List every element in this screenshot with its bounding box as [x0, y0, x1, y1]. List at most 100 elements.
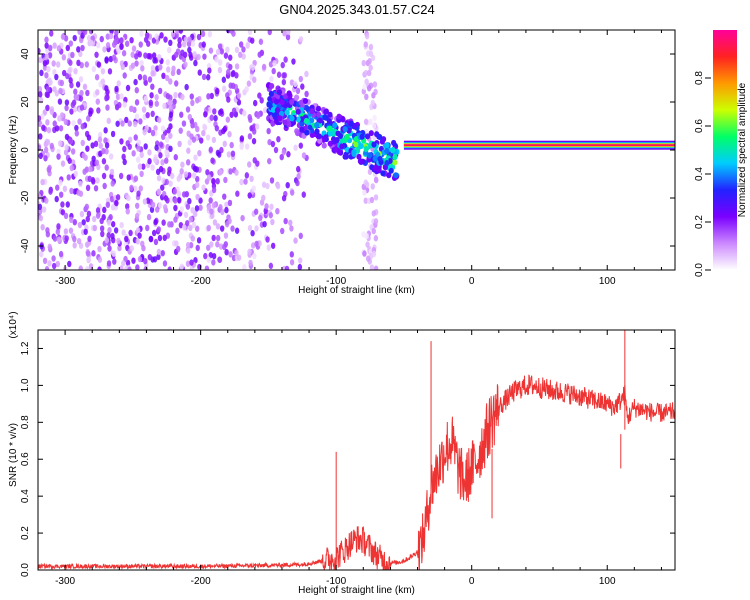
spectrogram-cell — [258, 38, 264, 45]
spectrogram-cell — [176, 245, 181, 253]
spectrogram-cell — [139, 170, 144, 178]
spectrogram-cell — [60, 209, 66, 216]
spectrogram-cell — [230, 70, 235, 78]
spectrogram-cell — [234, 249, 239, 257]
spectrogram-cell — [154, 144, 159, 151]
spectrogram-cell — [275, 182, 281, 190]
spectrogram-cell — [390, 146, 396, 153]
spectrogram-cell — [215, 177, 220, 185]
spectrogram-cell — [275, 207, 280, 215]
spectrogram-cell — [181, 120, 187, 127]
spectrogram-cell — [250, 242, 256, 249]
spectrogram-cell — [152, 57, 157, 64]
spectrogram-ytick-label: 20 — [20, 96, 31, 108]
spectrogram-cell — [74, 124, 79, 132]
spectrogram-cell — [215, 223, 221, 230]
spectrogram-cell — [93, 185, 99, 192]
spectrogram-cell — [245, 42, 250, 49]
spectrogram-cell — [251, 137, 257, 145]
spectrogram-cell — [317, 117, 323, 124]
spectrogram-cell — [254, 123, 260, 130]
spectrogram-cell — [157, 87, 163, 95]
spectrogram-cell — [247, 113, 252, 121]
spectrogram-cell — [79, 89, 84, 97]
spectrogram-cell — [86, 210, 92, 218]
spectrogram-cell — [156, 188, 162, 196]
spectrogram-cell — [205, 74, 211, 81]
spectrogram-cell — [267, 138, 272, 146]
spectrogram-cell — [215, 48, 221, 56]
spectrogram-cell — [75, 81, 81, 88]
spectrogram-cell — [119, 265, 124, 270]
spectrogram-cell — [251, 128, 257, 135]
spectrogram-cell — [99, 225, 105, 232]
colorbar-tick-label: 0.0 — [694, 263, 705, 277]
spectrogram-cell — [153, 156, 158, 164]
spectrogram-cell — [194, 166, 199, 173]
snr-xlabel: Height of straight line (km) — [298, 585, 415, 596]
spectrogram-cell — [371, 227, 376, 235]
spectrogram-cell — [44, 72, 49, 79]
spectrogram-cell — [254, 225, 259, 232]
spectrogram-cell — [77, 118, 82, 125]
spectrogram-cell — [107, 227, 112, 234]
spectrogram-cell — [60, 160, 66, 167]
spectrogram-cell — [368, 50, 374, 58]
spectrogram-cell — [229, 111, 234, 118]
spectrogram-cell — [150, 201, 156, 209]
spectrogram-cell — [88, 110, 93, 117]
spectrogram-cell — [372, 155, 378, 162]
spectrogram-cell — [211, 252, 217, 260]
spectrogram-cell — [62, 185, 68, 193]
spectrogram-cell — [105, 33, 110, 40]
colorbar-tick-label: 0.8 — [694, 71, 705, 85]
spectrogram-cell — [86, 256, 91, 263]
spectrogram-cell — [101, 158, 107, 165]
spectrogram-cell — [367, 69, 372, 77]
spectrogram-cell — [377, 155, 383, 162]
spectrogram-cell — [156, 226, 162, 233]
spectrogram-cell — [200, 30, 206, 38]
spectrogram-cell — [365, 241, 370, 248]
spectrogram-cell — [211, 259, 216, 266]
spectrogram-cell — [268, 212, 274, 219]
spectrogram-cell — [49, 30, 54, 37]
spectrogram-cell — [138, 118, 143, 125]
spectrogram-cell — [46, 127, 52, 134]
snr-multiplier: (x10⁴) — [8, 311, 19, 338]
spectrogram-cell — [187, 46, 192, 54]
spectrogram-cell — [90, 142, 95, 149]
spectrogram-cell — [301, 152, 307, 159]
spectrogram-cell — [134, 113, 140, 120]
spectrogram-cell — [167, 266, 172, 270]
spectrogram-cell — [110, 130, 116, 138]
spectrogram-cell — [38, 115, 42, 122]
spectrogram-ytick-label: -20 — [20, 190, 31, 205]
spectrogram-cell — [93, 140, 99, 148]
spectrogram-cell — [206, 93, 211, 100]
spectrogram-cell — [371, 92, 376, 99]
spectrogram-cell — [262, 220, 267, 228]
spectrogram-cell — [115, 194, 121, 201]
spectrogram-cell — [191, 221, 197, 229]
spectrogram-cell — [74, 130, 80, 137]
spectrogram-cell — [336, 149, 343, 156]
spectrogram-cell — [63, 118, 69, 126]
spectrogram-cell — [276, 71, 282, 78]
spectrogram-cell — [51, 60, 56, 67]
spectrogram-cell — [58, 125, 64, 132]
spectrogram-cell — [173, 216, 178, 223]
spectrogram-cell — [77, 30, 82, 35]
snr-panel: -300 -200 -100 0 100 0.0 0.2 0.4 0.6 0.8 1.0 1.2 He… — [8, 311, 676, 596]
spectrogram-cell — [38, 144, 42, 151]
spectrogram-cell — [131, 257, 136, 264]
spectrogram-cell — [154, 100, 159, 107]
snr-ytick-label: 1.2 — [20, 341, 31, 355]
spectrogram-cell — [86, 34, 92, 42]
spectrogram-cell — [309, 117, 315, 124]
spectrogram-cell — [298, 232, 303, 240]
spectrogram-cell — [148, 235, 154, 243]
spectrogram-cell — [97, 136, 103, 143]
spectrogram-cell — [57, 98, 63, 105]
spectrogram-cell — [142, 74, 148, 81]
